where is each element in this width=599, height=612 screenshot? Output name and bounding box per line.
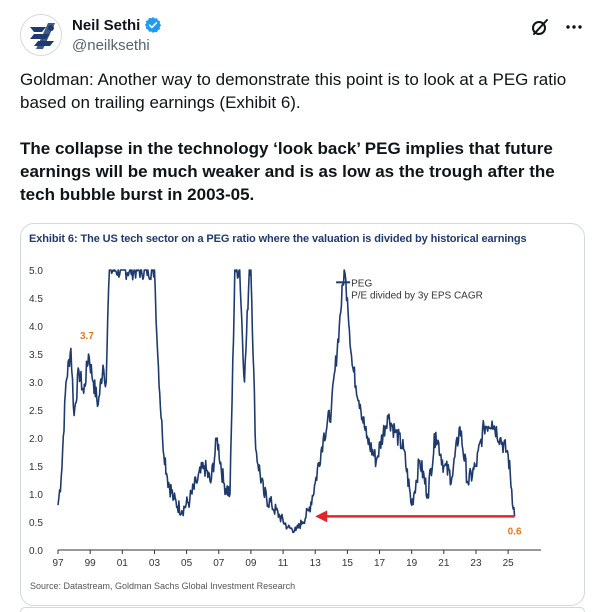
y-tick-label: 1.0: [29, 490, 43, 501]
x-tick-label: 23: [470, 558, 482, 569]
chart-title: Exhibit 6: The US tech sector on a PEG r…: [29, 233, 527, 245]
tweet-paragraph-2: The collapse in the technology ‘look bac…: [20, 139, 555, 204]
x-tick-label: 21: [438, 558, 450, 569]
legend: PEG P/E divided by 3y EPS CAGR: [336, 278, 483, 301]
y-axis: 0.0 0.5 1.0 1.5 2.0 2.5 3.0 3.5 4.0 4.5 5.0: [29, 266, 43, 557]
tweet-header: Neil Sethi @neilksethi: [20, 10, 585, 56]
y-tick-label: 2.5: [29, 406, 43, 417]
legend-subtitle: P/E divided by 3y EPS CAGR: [351, 290, 483, 301]
verified-badge-icon: [145, 17, 162, 33]
y-tick-label: 0.5: [29, 518, 43, 529]
series-line-peg: [57, 269, 516, 534]
chart-source: Source: Datastream, Goldman Sachs Global…: [30, 581, 296, 591]
more-button[interactable]: [563, 16, 585, 38]
legend-series-name: PEG: [351, 278, 372, 289]
x-tick-label: 19: [406, 558, 418, 569]
annotation-label: 0.6: [508, 526, 522, 537]
x-tick-label: 99: [85, 558, 97, 569]
grok-button[interactable]: [529, 16, 551, 38]
x-axis: 97 99 01 03 05 07 09 11 13 15 17 19 21 23 25: [52, 549, 541, 569]
annotations: 3.7 0.6: [80, 331, 522, 538]
next-media-card[interactable]: [20, 607, 585, 612]
tweet-text: Goldman: Another way to demonstrate this…: [20, 68, 585, 206]
grok-icon: [532, 19, 548, 35]
peg-chart: 0.0 0.5 1.0 1.5 2.0 2.5 3.0 3.5 4.0 4.5 5.0 97 99 01…: [29, 266, 541, 569]
author-handle[interactable]: @neilksethi: [72, 37, 150, 54]
y-tick-label: 3.5: [29, 350, 43, 361]
y-tick-label: 5.0: [29, 266, 43, 277]
x-tick-label: 25: [503, 558, 515, 569]
x-tick-label: 97: [52, 558, 64, 569]
display-name[interactable]: Neil Sethi: [72, 16, 141, 34]
x-tick-label: 17: [374, 558, 386, 569]
chart-image[interactable]: Exhibit 6: The US tech sector on a PEG r…: [20, 223, 585, 606]
arrow-head: [315, 510, 328, 523]
x-tick-label: 01: [117, 558, 129, 569]
more-icon: [566, 25, 582, 29]
annotation-label: 3.7: [80, 331, 94, 342]
x-tick-label: 13: [310, 558, 322, 569]
x-tick-label: 09: [245, 558, 257, 569]
y-tick-label: 4.0: [29, 322, 43, 333]
x-tick-label: 07: [213, 558, 225, 569]
tweet-paragraph-1: Goldman: Another way to demonstrate this…: [20, 70, 567, 112]
trough-arrow: [315, 510, 515, 523]
x-tick-label: 15: [342, 558, 354, 569]
x-tick-label: 11: [278, 558, 289, 569]
y-tick-label: 1.5: [29, 462, 43, 473]
x-tick-label: 05: [181, 558, 193, 569]
y-tick-label: 3.0: [29, 378, 43, 389]
y-tick-label: 2.0: [29, 434, 43, 445]
y-tick-label: 4.5: [29, 294, 43, 305]
avatar[interactable]: [20, 14, 62, 56]
logo-icon: [21, 15, 61, 55]
y-tick-label: 0.0: [29, 546, 43, 557]
x-tick-label: 03: [149, 558, 161, 569]
